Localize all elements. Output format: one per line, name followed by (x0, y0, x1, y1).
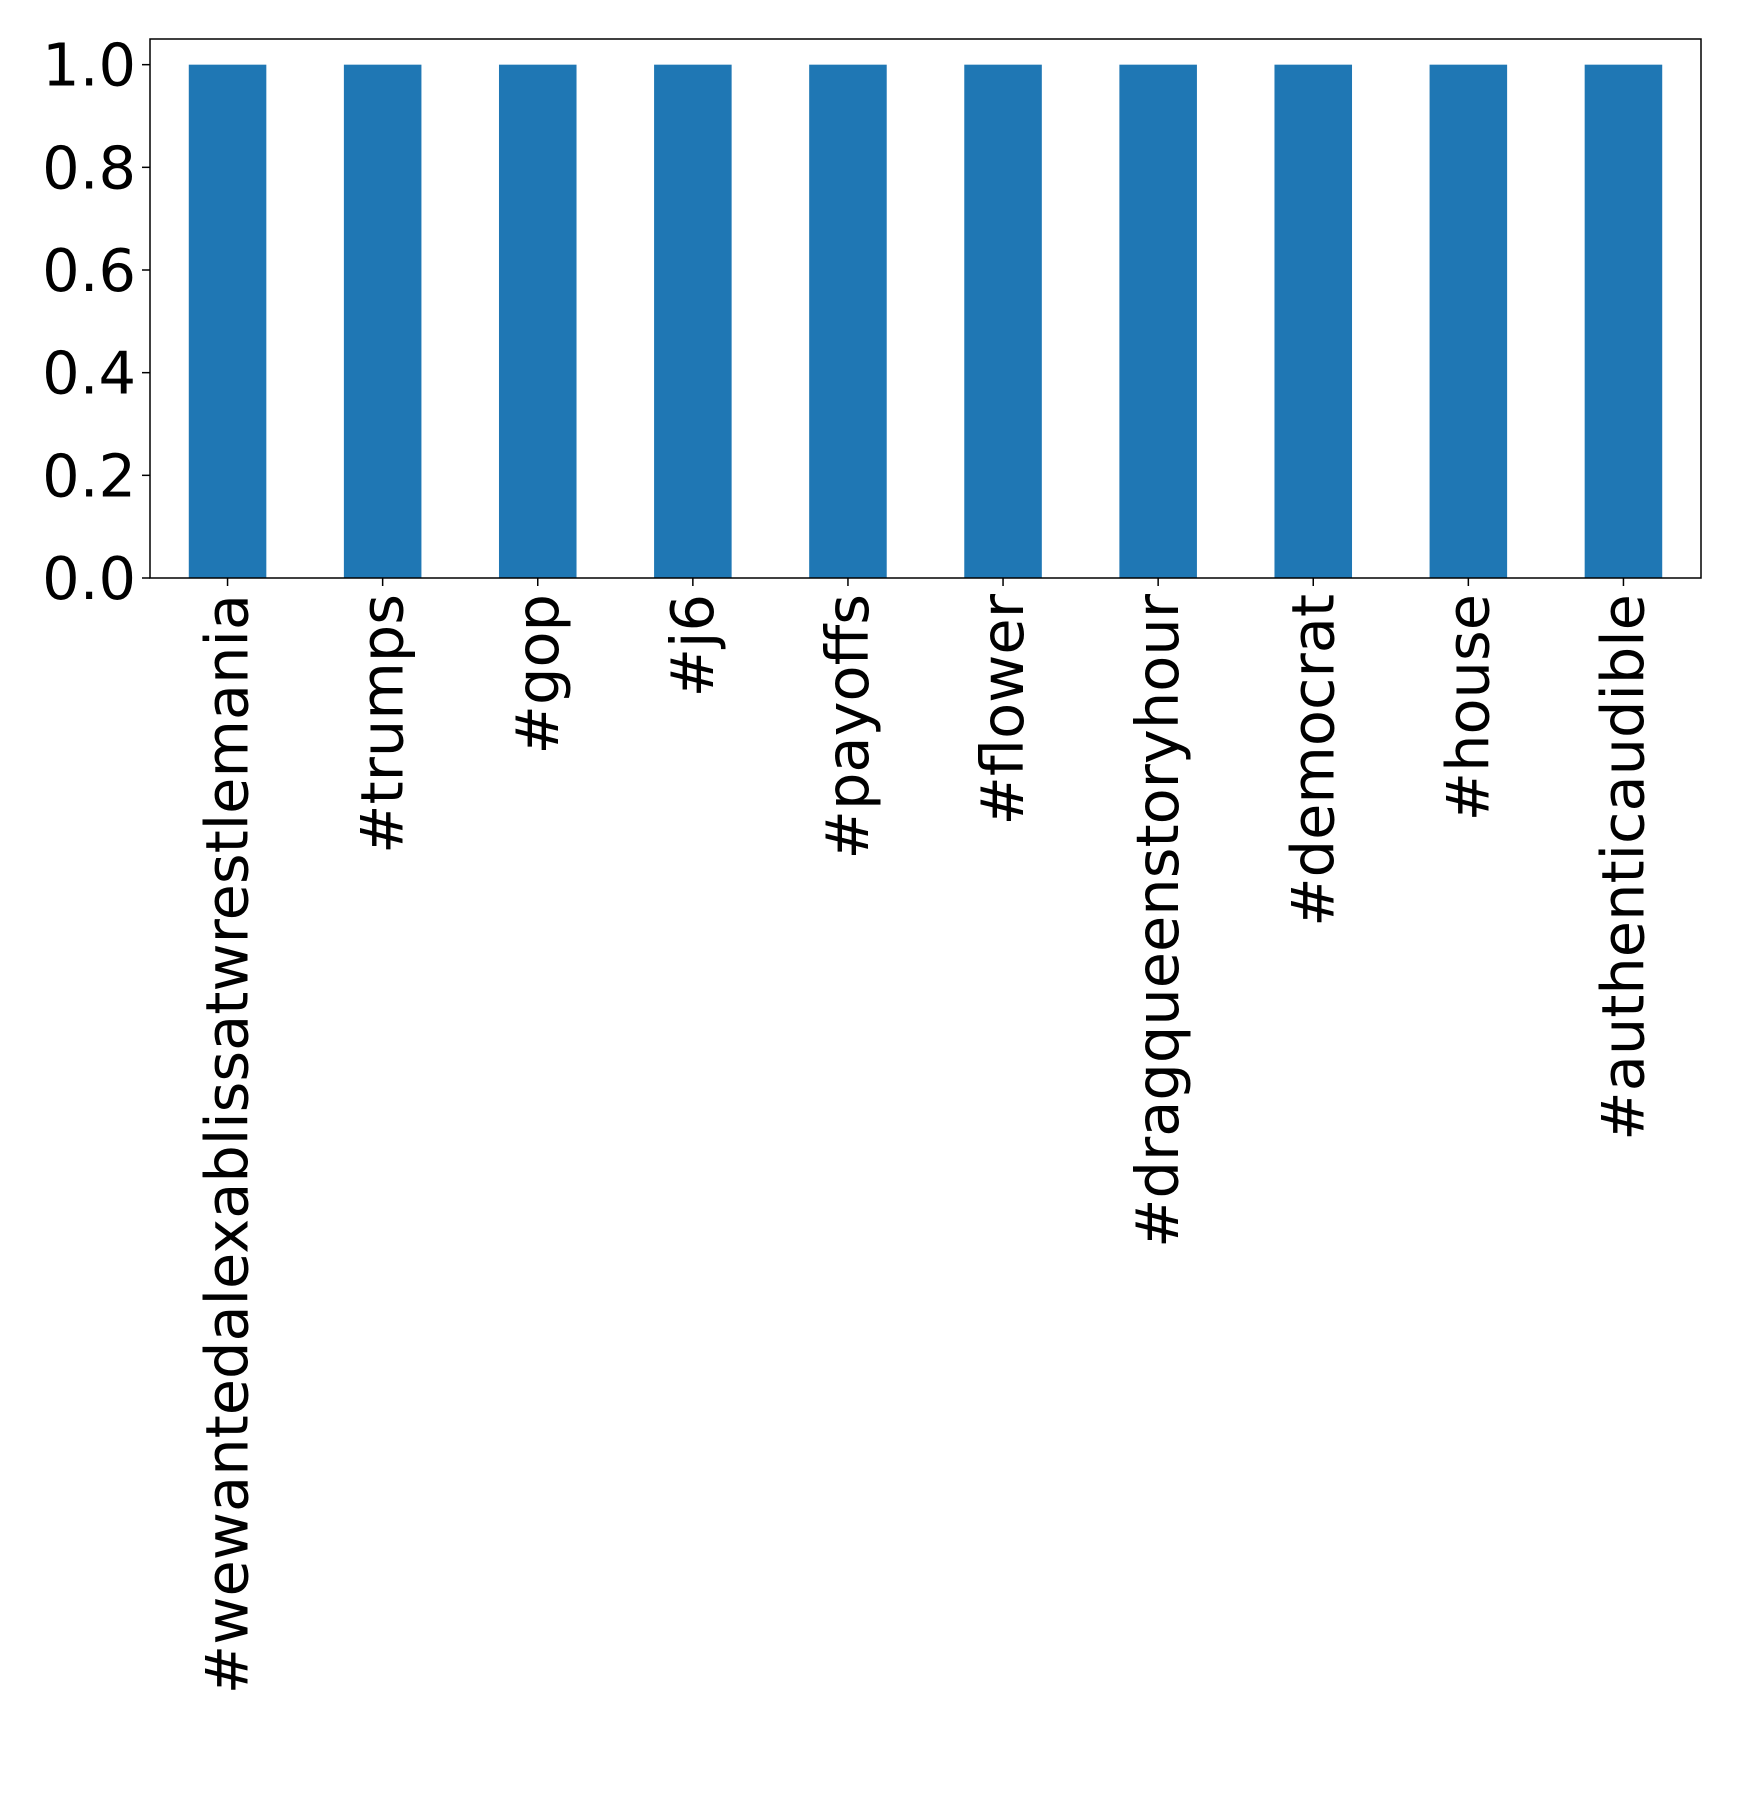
x-tick-label: #house (1433, 594, 1502, 821)
x-tick-label: #gop (503, 594, 572, 754)
y-tick-label: 0.6 (42, 236, 136, 305)
y-tick-label: 0.0 (42, 544, 136, 613)
y-tick-label: 0.4 (42, 339, 136, 408)
bar-dragqueenstoryhour (1119, 64, 1197, 579)
y-tick-label: 0.8 (42, 133, 136, 202)
x-tick-label: #trumps (348, 594, 417, 854)
bar-flower (964, 64, 1042, 579)
plot-frame (149, 38, 1702, 579)
bar-democrat (1274, 64, 1353, 579)
x-tick-label: #authenticaudible (1588, 594, 1657, 1141)
x-tick-label: #payoffs (813, 594, 882, 859)
x-tick-label: #democrat (1278, 594, 1347, 927)
bar-j6 (654, 64, 732, 579)
bar-authenticaudible (1584, 64, 1663, 579)
y-tick-label: 1.0 (42, 31, 136, 100)
bar-trumps (343, 64, 422, 579)
x-tick-label: #wewantedalexablissatwrestlemania (193, 594, 262, 1694)
x-tick-label: #dragqueenstoryhour (1123, 593, 1192, 1248)
y-axis: 0.0 0.2 0.4 0.6 0.8 1.0 (42, 31, 150, 613)
x-tick-label: #j6 (658, 594, 727, 697)
bar-gop (498, 64, 577, 579)
bar-house (1429, 64, 1508, 579)
bar-payoffs (809, 64, 887, 579)
x-axis: #wewantedalexablissatwrestlemania #trumps… (193, 578, 1657, 1694)
bars-group (188, 64, 1663, 579)
y-tick-label: 0.2 (42, 441, 136, 510)
bar-wewantedalexablissatwrestlemania (188, 64, 267, 579)
x-tick-label: #flower (968, 593, 1037, 825)
